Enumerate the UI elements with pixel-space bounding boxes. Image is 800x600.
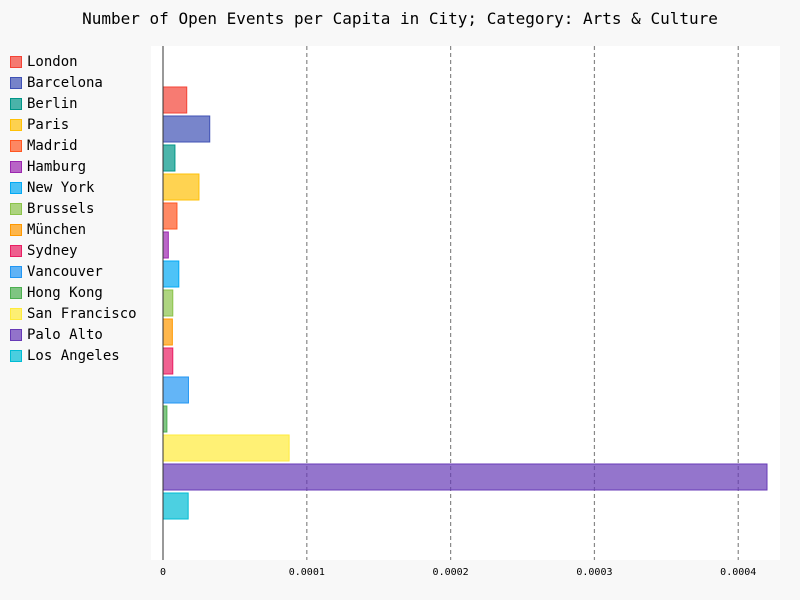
legend-swatch bbox=[10, 161, 22, 173]
bar-9[interactable] bbox=[162, 318, 173, 346]
legend-label: Vancouver bbox=[27, 264, 103, 280]
bar-7[interactable] bbox=[162, 260, 180, 288]
x-tick-label-1: 0.0001 bbox=[289, 567, 325, 578]
legend-label: Hamburg bbox=[27, 159, 87, 175]
bar-4[interactable] bbox=[162, 173, 200, 201]
legend-swatch bbox=[10, 56, 22, 68]
legend-label: Paris bbox=[27, 117, 70, 133]
legend-label: San Francisco bbox=[27, 306, 137, 322]
bar-6[interactable] bbox=[162, 231, 169, 259]
bar-11[interactable] bbox=[162, 376, 189, 404]
bar-1[interactable] bbox=[162, 86, 188, 114]
legend-swatch bbox=[10, 140, 22, 152]
legend-label: Los Angeles bbox=[27, 348, 120, 364]
legend-swatch bbox=[10, 266, 22, 278]
x-tick-label-3: 0.0003 bbox=[576, 567, 612, 578]
bar-14[interactable] bbox=[162, 463, 768, 491]
bar-8[interactable] bbox=[162, 289, 174, 317]
legend-label: Sydney bbox=[27, 243, 78, 259]
legend-swatch bbox=[10, 245, 22, 257]
legend-swatch bbox=[10, 98, 22, 110]
legend-swatch bbox=[10, 350, 22, 362]
bar-3[interactable] bbox=[162, 144, 176, 172]
bar-2[interactable] bbox=[162, 115, 211, 143]
x-tick-label-2: 0.0002 bbox=[433, 567, 469, 578]
x-tick-labels: 0 0.0001 0.0002 0.0003 0.0004 bbox=[160, 567, 756, 578]
bar-13[interactable] bbox=[162, 434, 290, 462]
legend-swatch bbox=[10, 119, 22, 131]
legend-swatch bbox=[10, 182, 22, 194]
legend-swatch bbox=[10, 224, 22, 236]
legend-label: Palo Alto bbox=[27, 327, 103, 343]
legend-label: Berlin bbox=[27, 96, 78, 112]
legend-label: Barcelona bbox=[27, 75, 103, 91]
bar-10[interactable] bbox=[162, 347, 174, 375]
legend-label: Brussels bbox=[27, 201, 95, 217]
bars bbox=[162, 86, 768, 520]
legend-swatch bbox=[10, 287, 22, 299]
legend-label: London bbox=[27, 54, 78, 70]
bar-15[interactable] bbox=[162, 492, 189, 520]
legend-swatch bbox=[10, 308, 22, 320]
legend-swatch bbox=[10, 329, 22, 341]
x-tick-label-0: 0 bbox=[160, 567, 166, 578]
legend-swatch bbox=[10, 203, 22, 215]
legend-label: New York bbox=[27, 180, 95, 196]
bar-12[interactable] bbox=[162, 405, 168, 433]
legend-label: Madrid bbox=[27, 138, 78, 154]
x-tick-label-4: 0.0004 bbox=[720, 567, 756, 578]
legend-label: München bbox=[27, 222, 87, 238]
legend-swatch bbox=[10, 77, 22, 89]
legend-label: Hong Kong bbox=[27, 285, 103, 301]
chart-title: Number of Open Events per Capita in City… bbox=[82, 9, 718, 28]
bar-5[interactable] bbox=[162, 202, 178, 230]
